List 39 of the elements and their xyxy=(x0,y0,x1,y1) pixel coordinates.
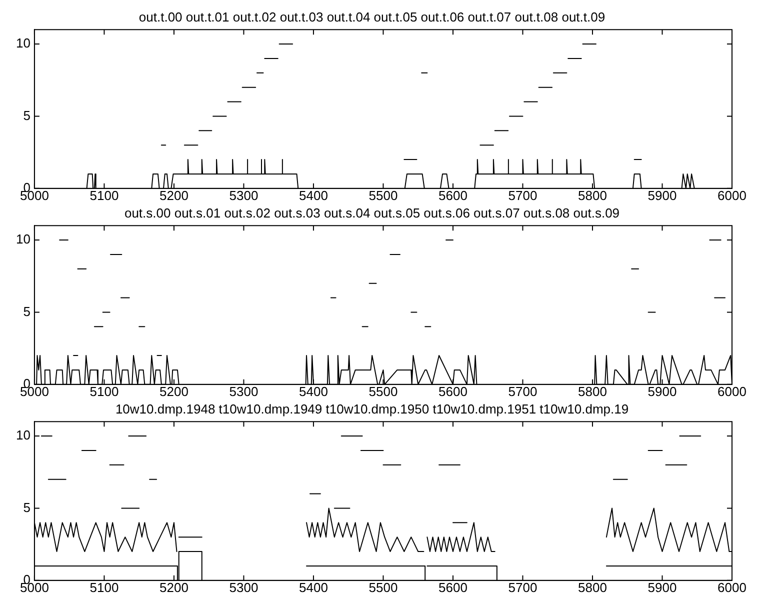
x-tick-label: 5400 xyxy=(299,188,328,203)
x-tick-label: 5300 xyxy=(229,188,258,203)
x-tick-label: 5700 xyxy=(508,188,538,203)
chart-title: out.s.00 out.s.01 out.s.02 out.s.03 out.s.04 out.s.05 out.s.06 out.s.07 out.s.08 out.s.09 xyxy=(124,205,620,220)
y-tick-label: 10 xyxy=(16,428,30,443)
y-tick-label: 5 xyxy=(23,500,30,515)
chart-title: out.t.00 out.t.01 out.t.02 out.t.03 out.t.04 out.t.05 out.t.06 out.t.07 out.t.08 out.t.09 xyxy=(138,9,606,24)
x-tick-label: 5200 xyxy=(160,188,188,203)
x-tick-label: 6000 xyxy=(718,580,746,595)
x-tick-label: 5800 xyxy=(578,188,607,203)
x-tick-label: 5100 xyxy=(90,384,119,399)
x-tick-label: 5500 xyxy=(368,580,398,595)
x-tick-label: 5600 xyxy=(438,384,468,399)
y-tick-label: 10 xyxy=(16,232,30,247)
x-tick-label: 6000 xyxy=(718,384,746,399)
y-tick-label: 5 xyxy=(23,108,30,123)
x-tick-label: 5700 xyxy=(508,580,538,595)
y-tick-label: 10 xyxy=(16,36,30,51)
x-tick-label: 5400 xyxy=(299,384,328,399)
x-tick-label: 5800 xyxy=(578,384,607,399)
x-tick-label: 5300 xyxy=(229,384,258,399)
x-tick-label: 5400 xyxy=(299,580,328,595)
chart-title: 10w10.dmp.1948 t10w10.dmp.1949 t10w10.dmp.1950 t10w10.dmp.1951 t10w10.dmp.19 xyxy=(115,401,629,416)
x-tick-label: 5900 xyxy=(648,188,677,203)
x-tick-label: 5200 xyxy=(160,580,188,595)
x-tick-label: 5600 xyxy=(438,580,468,595)
y-tick-label: 5 xyxy=(23,304,30,319)
x-tick-label: 5800 xyxy=(578,580,607,595)
x-tick-label: 5500 xyxy=(368,188,398,203)
x-tick-label: 6000 xyxy=(718,188,746,203)
x-tick-label: 5100 xyxy=(90,188,119,203)
x-tick-label: 5900 xyxy=(648,384,677,399)
x-tick-label: 5100 xyxy=(90,580,119,595)
x-tick-label: 5900 xyxy=(648,580,677,595)
x-tick-label: 5600 xyxy=(438,188,468,203)
x-tick-label: 5300 xyxy=(229,580,258,595)
x-tick-label: 5700 xyxy=(508,384,538,399)
x-tick-label: 5200 xyxy=(160,384,188,399)
x-tick-label: 5500 xyxy=(368,384,398,399)
